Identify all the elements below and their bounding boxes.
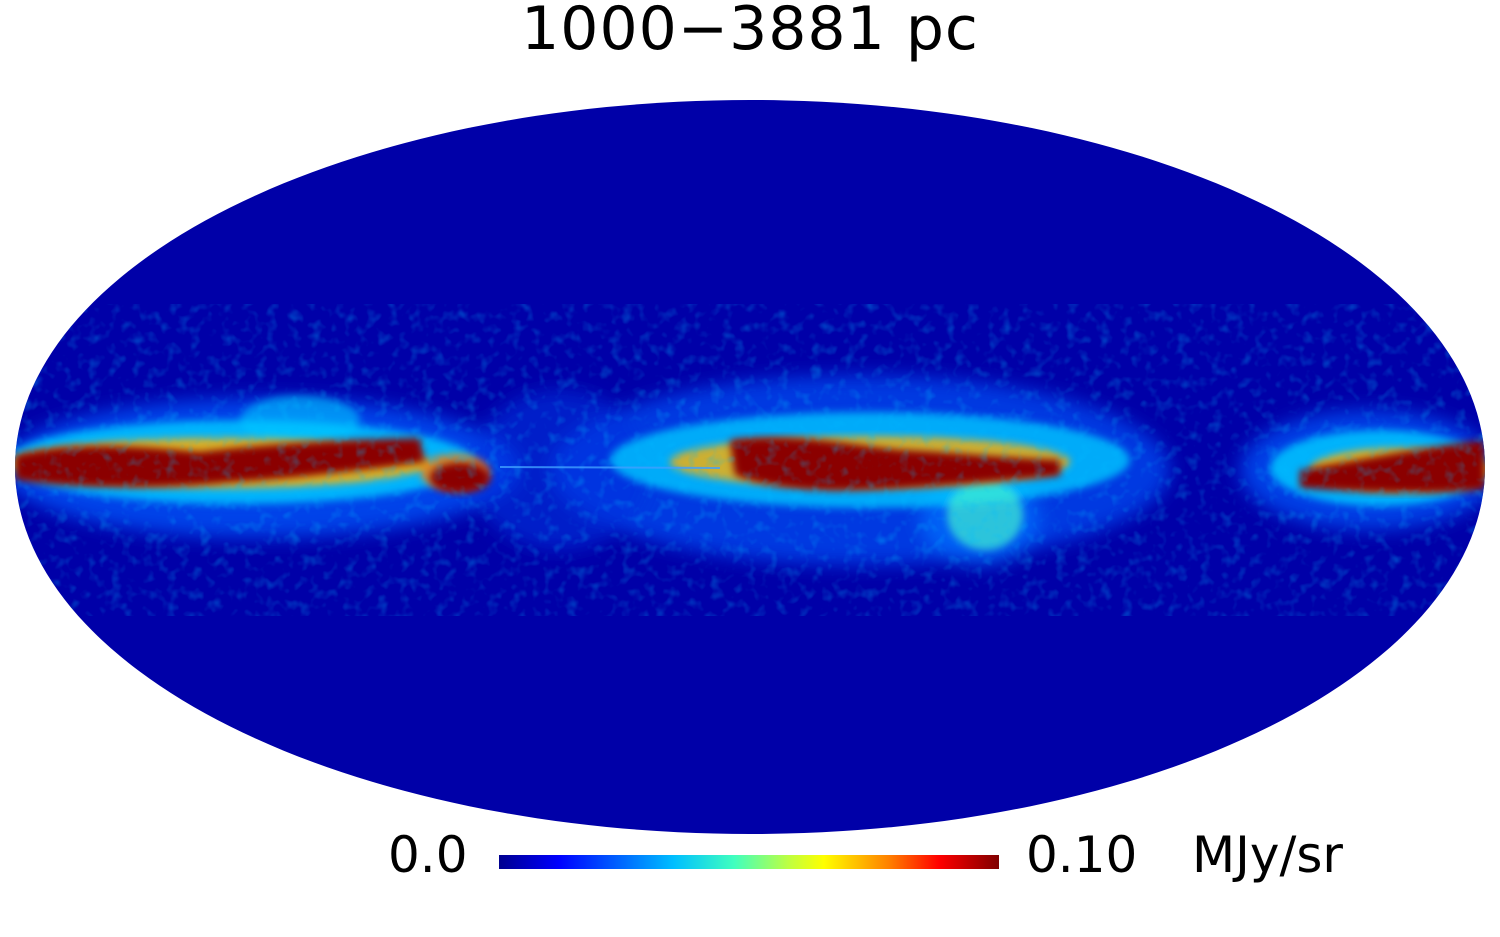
map-title: 1000−3881 pc [521,0,979,64]
colorbar-unit-label: MJy/sr [1192,826,1343,884]
colorbar-max-label: 0.10 [1026,826,1138,884]
colorbar [499,855,999,869]
speckle-texture [15,330,1485,590]
colorbar-min-label: 0.0 [388,826,468,884]
center-streak [499,466,721,469]
